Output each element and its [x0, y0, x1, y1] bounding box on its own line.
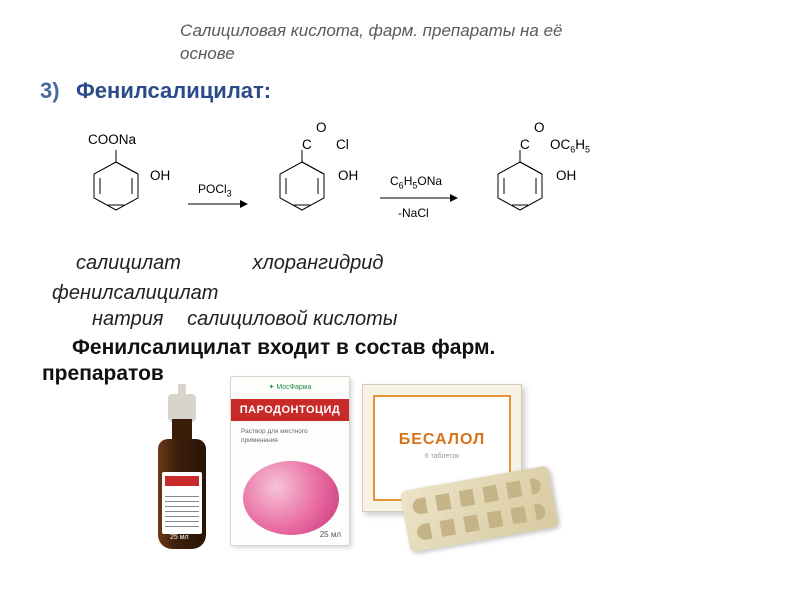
- compound-labels-row2: фенилсалицилат: [52, 282, 752, 305]
- label-sodium: натрия: [92, 308, 164, 330]
- label-salicylic-acid: салициловой кислоты: [187, 308, 397, 330]
- box1-name: ПАРОДОНТОЦИД: [231, 399, 349, 421]
- reagent2-top: C6H5ONa: [390, 174, 442, 190]
- mol3-o: O: [534, 120, 545, 135]
- mol2-ring: [266, 150, 356, 230]
- label-phenylsalicylate: фенилсалицилат: [52, 282, 218, 304]
- heading-text: Фенилсалицилат:: [76, 78, 271, 103]
- bottle-volume: 25 мл: [170, 534, 189, 541]
- box1-description: Раствор для местного применения: [241, 427, 339, 445]
- product-box-parodontocid: ✦ МосФарма ПАРОДОНТОЦИД Раствор для мест…: [230, 376, 350, 546]
- arrow1: [188, 198, 248, 212]
- box2-name: БЕСАЛОЛ: [375, 431, 509, 449]
- compound-labels-row3: натрия салициловой кислоты: [92, 308, 792, 331]
- compound-labels-row1: салицилат хлорангидрид: [52, 252, 752, 275]
- mol1-coona: COONa: [88, 132, 136, 147]
- reagent1: POCl3: [198, 182, 232, 198]
- mol3-oh: OH: [556, 168, 576, 183]
- arrow2: [380, 192, 458, 206]
- product-box-besalol: БЕСАЛОЛ 6 таблеток: [362, 384, 562, 554]
- mol1-oh: OH: [150, 168, 170, 183]
- heading-number: 3): [40, 78, 60, 103]
- box1-brand: ✦ МосФарма: [237, 383, 343, 391]
- label-chloranhydride: хлорангидрид: [252, 252, 383, 274]
- label-salicylate: салицилат: [76, 252, 181, 274]
- statement-line1: Фенилсалицилат входит в состав фарм.: [72, 336, 495, 360]
- reagent2-bottom: -NaCl: [398, 206, 429, 220]
- slide-title: Салициловая кислота, фарм. препараты на …: [180, 20, 620, 66]
- mol1-ring: [80, 150, 150, 230]
- reaction-scheme: COONa OH POCl3 C O Cl OH C6H5ONa: [80, 120, 750, 240]
- mol2-o: O: [316, 120, 327, 135]
- box2-sub: 6 таблеток: [375, 453, 509, 460]
- statement-line2: препаратов: [42, 362, 164, 386]
- heading: 3) Фенилсалицилат:: [40, 78, 271, 104]
- box1-volume: 25 мл: [320, 530, 341, 539]
- mol2-oh: OH: [338, 168, 358, 183]
- products-illustration: 25 мл ✦ МосФарма ПАРОДОНТОЦИД Раствор дл…: [148, 376, 568, 586]
- mol3-ring: [484, 150, 574, 230]
- box1-graphic: [243, 461, 339, 535]
- product-spray-bottle: 25 мл: [148, 384, 218, 554]
